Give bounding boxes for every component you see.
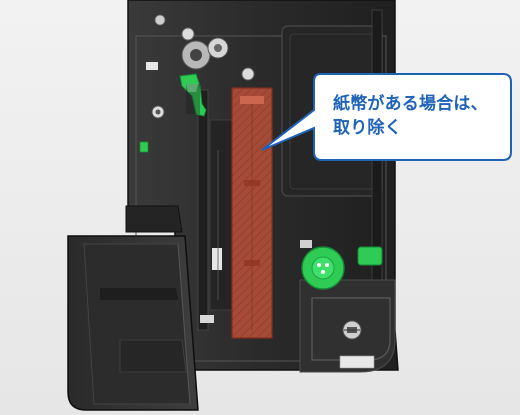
- callout-text: 紙幣がある場合は、 取り除く: [333, 92, 501, 140]
- knob-icon[interactable]: [301, 246, 345, 290]
- callout-line-1: 紙幣がある場合は、: [333, 94, 488, 114]
- open-front-door: [67, 205, 214, 411]
- green-indicator: [139, 141, 149, 153]
- callout-line-2: 取り除く: [333, 118, 402, 138]
- banknote-highlight: [231, 87, 273, 339]
- lock-icon: [342, 320, 362, 340]
- green-tab[interactable]: [357, 246, 383, 266]
- gear-assembly: [151, 14, 255, 119]
- green-release-lever[interactable]: [179, 73, 207, 117]
- callout-bubble: [261, 73, 512, 161]
